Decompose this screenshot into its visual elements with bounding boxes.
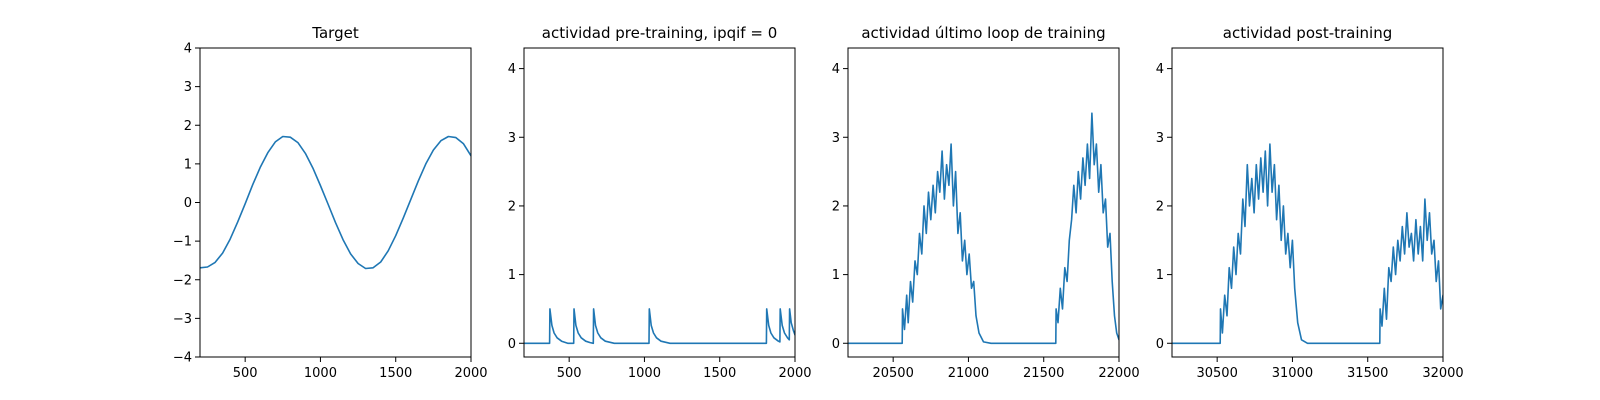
x-tick-label: 1000 xyxy=(628,366,661,381)
chart-title: actividad post-training xyxy=(1223,24,1392,42)
y-tick-label: 1 xyxy=(832,268,840,283)
y-tick-label: −2 xyxy=(173,273,192,288)
chart-panel-2: actividad pre-training, ipqif = 0 500 1000… xyxy=(508,24,812,381)
x-tick-label: 1000 xyxy=(304,366,337,381)
y-tick-label: 4 xyxy=(508,62,516,77)
plot-frame xyxy=(1171,47,1444,358)
y-tick-label: 0 xyxy=(832,337,840,352)
x-tick-label: 2000 xyxy=(454,366,487,381)
y-tick-label: −3 xyxy=(173,312,192,327)
series-line-1 xyxy=(848,112,1119,345)
chart-title: actividad último loop de training xyxy=(861,24,1105,42)
series-line-1 xyxy=(1172,143,1443,345)
x-tick-label: 2000 xyxy=(778,366,811,381)
y-tick-label: 3 xyxy=(832,131,840,146)
chart-panel-1: Target 500 1000 1500 2000 −4 −3 −2 −1 0 1 2 3 4 xyxy=(173,24,488,381)
y-tick-label: 1 xyxy=(1156,268,1164,283)
y-tick-label: 3 xyxy=(1156,131,1164,146)
y-tick-label: 3 xyxy=(184,80,192,95)
x-tick-label: 21500 xyxy=(1023,366,1064,381)
y-tick-label: 0 xyxy=(184,196,192,211)
x-tick-label: 30500 xyxy=(1196,366,1237,381)
plot-frame xyxy=(847,47,1120,358)
chart-title: Target xyxy=(311,24,359,42)
y-tick-label: 1 xyxy=(508,268,516,283)
plot-frame xyxy=(199,47,472,358)
x-tick-label: 21000 xyxy=(948,366,989,381)
y-tick-label: 2 xyxy=(1156,199,1164,214)
x-tick-label: 22000 xyxy=(1098,366,1139,381)
y-tick-label: 4 xyxy=(184,42,192,57)
y-tick-label: 2 xyxy=(832,199,840,214)
chart-title: actividad pre-training, ipqif = 0 xyxy=(542,24,778,42)
y-tick-label: 0 xyxy=(508,337,516,352)
y-tick-label: 4 xyxy=(832,62,840,77)
x-tick-label: 32000 xyxy=(1422,366,1463,381)
x-tick-label: 31000 xyxy=(1272,366,1313,381)
series-line-1 xyxy=(524,308,795,345)
y-tick-label: −4 xyxy=(173,351,192,366)
y-tick-label: 2 xyxy=(508,199,516,214)
x-tick-label: 500 xyxy=(233,366,258,381)
y-tick-label: −1 xyxy=(173,235,192,250)
plot-frame xyxy=(523,47,796,358)
y-tick-label: 2 xyxy=(184,119,192,134)
series-line-1 xyxy=(200,135,471,270)
x-tick-label: 1500 xyxy=(703,366,736,381)
x-tick-label: 1500 xyxy=(379,366,412,381)
y-tick-label: 3 xyxy=(508,131,516,146)
y-tick-label: 0 xyxy=(1156,337,1164,352)
y-tick-label: 1 xyxy=(184,157,192,172)
x-tick-label: 31500 xyxy=(1347,366,1388,381)
x-tick-label: 20500 xyxy=(872,366,913,381)
x-tick-label: 500 xyxy=(557,366,582,381)
y-tick-label: 4 xyxy=(1156,62,1164,77)
